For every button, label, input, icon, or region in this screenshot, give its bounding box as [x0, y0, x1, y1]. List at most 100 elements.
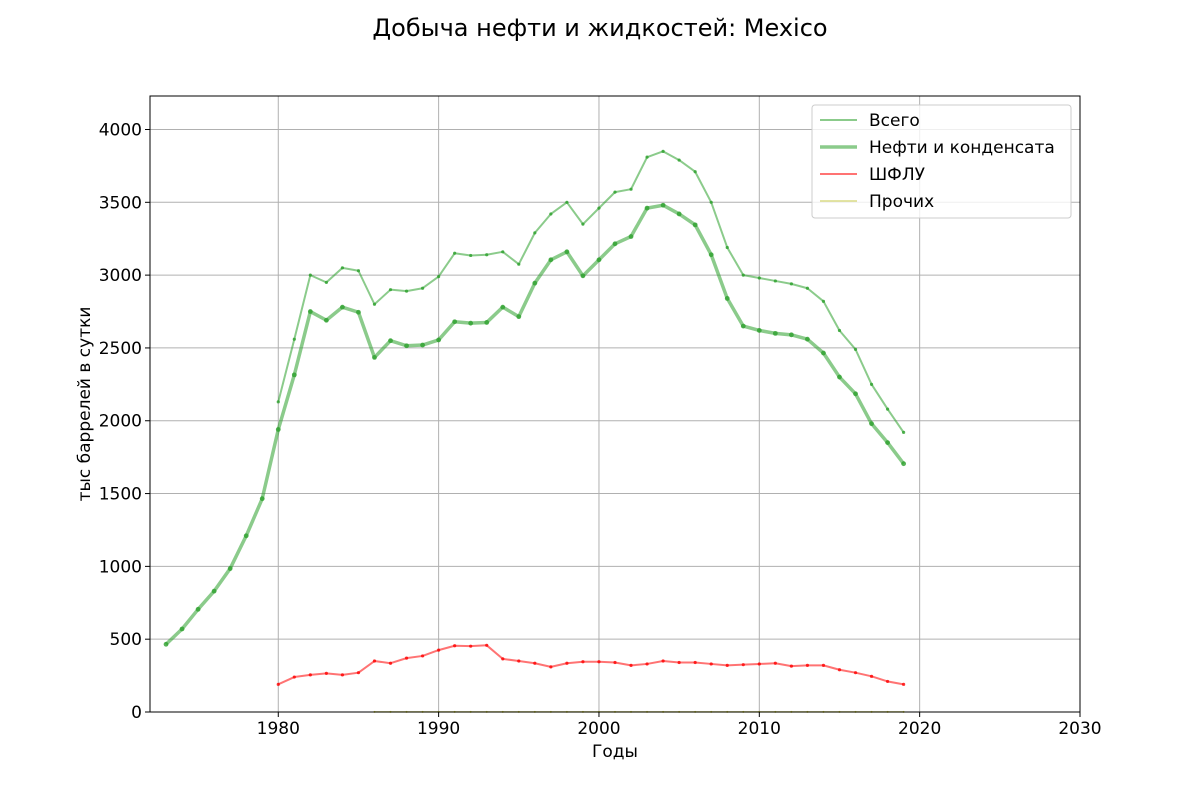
data-point — [805, 663, 810, 668]
data-point — [292, 337, 296, 341]
data-point — [821, 299, 826, 303]
legend: Всего Нефти и конденсата ШФЛУ Прочих — [811, 104, 1072, 219]
series-line — [164, 203, 906, 646]
data-point — [772, 330, 778, 336]
legend-label: Всего — [869, 111, 920, 131]
data-point — [724, 296, 730, 301]
data-point — [356, 309, 361, 315]
data-point — [163, 641, 169, 647]
data-point — [452, 319, 458, 325]
data-point — [693, 170, 697, 174]
data-point — [789, 664, 793, 668]
data-point — [420, 654, 425, 658]
data-point — [453, 644, 457, 648]
data-point — [902, 682, 906, 686]
data-point — [276, 400, 280, 404]
data-point — [388, 338, 393, 344]
data-point — [565, 661, 569, 665]
data-point — [628, 234, 634, 239]
data-point — [661, 659, 665, 663]
data-point — [645, 662, 649, 666]
data-point — [644, 205, 650, 211]
series-line — [277, 150, 905, 433]
data-point — [533, 661, 537, 665]
data-point — [404, 289, 409, 293]
data-point — [853, 391, 858, 397]
data-point — [869, 674, 874, 678]
data-point — [869, 421, 874, 427]
series-0 — [276, 149, 906, 434]
data-point — [437, 274, 441, 279]
y-tick-label: 2500 — [99, 339, 142, 359]
x-tick-label: 2020 — [898, 719, 941, 739]
legend-label: Нефти и конденсата — [869, 138, 1055, 158]
y-tick-label: 1500 — [99, 485, 142, 505]
data-point — [708, 252, 714, 258]
x-tick-label: 2000 — [577, 719, 620, 739]
data-point — [597, 660, 601, 664]
y-tick-label: 1000 — [99, 557, 142, 577]
data-point — [756, 328, 762, 333]
data-point — [485, 253, 489, 257]
data-point — [581, 222, 585, 226]
data-point — [597, 206, 601, 210]
data-point — [356, 269, 361, 273]
data-point — [709, 200, 713, 204]
data-point — [179, 626, 185, 632]
data-point — [549, 665, 553, 669]
series-1 — [163, 202, 907, 647]
data-point — [805, 336, 810, 342]
data-point — [869, 382, 874, 386]
data-point — [388, 661, 393, 665]
data-point — [661, 149, 665, 153]
data-point — [549, 212, 553, 216]
data-point — [837, 374, 842, 380]
data-point — [291, 372, 297, 378]
data-point — [837, 328, 842, 333]
data-point — [324, 671, 328, 676]
x-tick-label: 1980 — [257, 719, 300, 739]
data-point — [468, 320, 474, 326]
data-point — [533, 231, 537, 235]
data-point — [532, 280, 538, 286]
y-tick-label: 4000 — [99, 120, 142, 140]
data-point — [692, 222, 698, 228]
data-point — [500, 304, 506, 310]
data-point — [227, 566, 233, 571]
data-point — [853, 671, 858, 675]
data-point — [404, 343, 409, 349]
data-point — [420, 286, 425, 290]
data-point — [420, 342, 425, 348]
data-point — [709, 662, 713, 666]
data-point — [388, 288, 393, 292]
data-point — [773, 661, 777, 665]
data-point — [340, 266, 345, 270]
data-point — [340, 673, 345, 677]
data-point — [517, 659, 521, 663]
data-point — [693, 660, 697, 665]
y-tick-label: 2000 — [99, 412, 142, 432]
series-2 — [276, 643, 906, 686]
data-point — [740, 323, 746, 329]
data-point — [725, 245, 729, 250]
data-point — [275, 427, 281, 432]
x-axis: 1980 1990 2000 2010 2020 2030 — [257, 712, 1102, 739]
x-tick-label: 2030 — [1058, 719, 1101, 739]
data-point — [788, 332, 794, 338]
data-point — [308, 273, 312, 277]
data-point — [885, 407, 890, 411]
data-point — [613, 660, 617, 665]
data-point — [243, 533, 249, 539]
data-point — [629, 663, 633, 668]
x-axis-label: Годы — [592, 742, 638, 762]
data-point — [501, 250, 505, 254]
data-point — [581, 660, 585, 664]
data-point — [469, 644, 473, 648]
data-point — [773, 279, 777, 283]
data-point — [853, 347, 858, 351]
data-point — [308, 673, 312, 677]
data-point — [469, 253, 473, 258]
data-point — [436, 337, 442, 343]
x-tick-label: 2010 — [738, 719, 781, 739]
